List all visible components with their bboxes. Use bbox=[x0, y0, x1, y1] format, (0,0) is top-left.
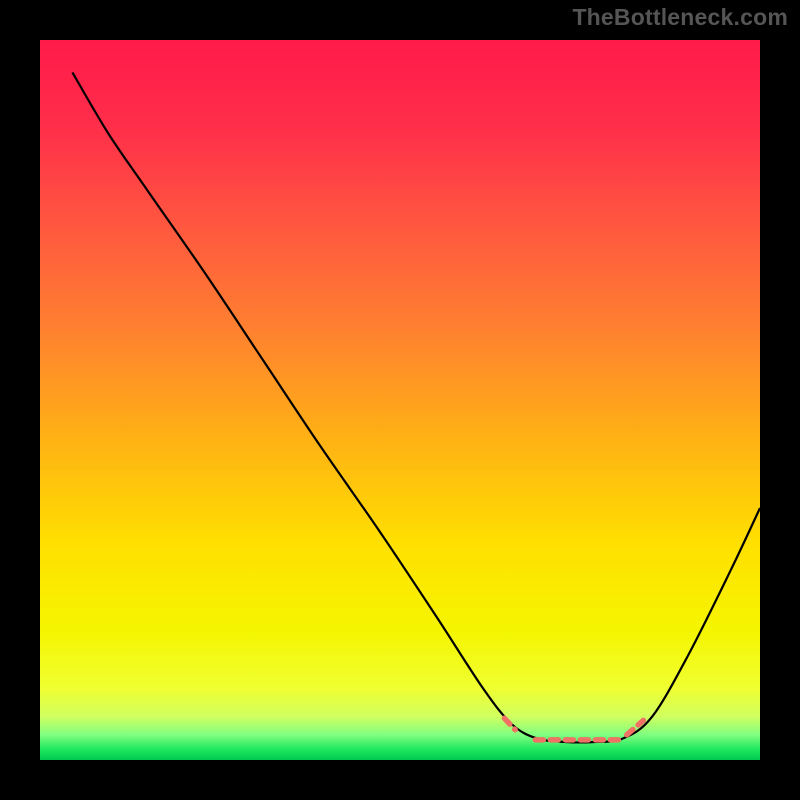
watermark-text: TheBottleneck.com bbox=[572, 4, 788, 31]
curve-layer bbox=[40, 40, 760, 760]
chart-container: TheBottleneck.com bbox=[0, 0, 800, 800]
plot-area bbox=[40, 40, 760, 760]
optimal-range-dotted bbox=[504, 718, 643, 740]
bottleneck-curve bbox=[72, 72, 760, 742]
